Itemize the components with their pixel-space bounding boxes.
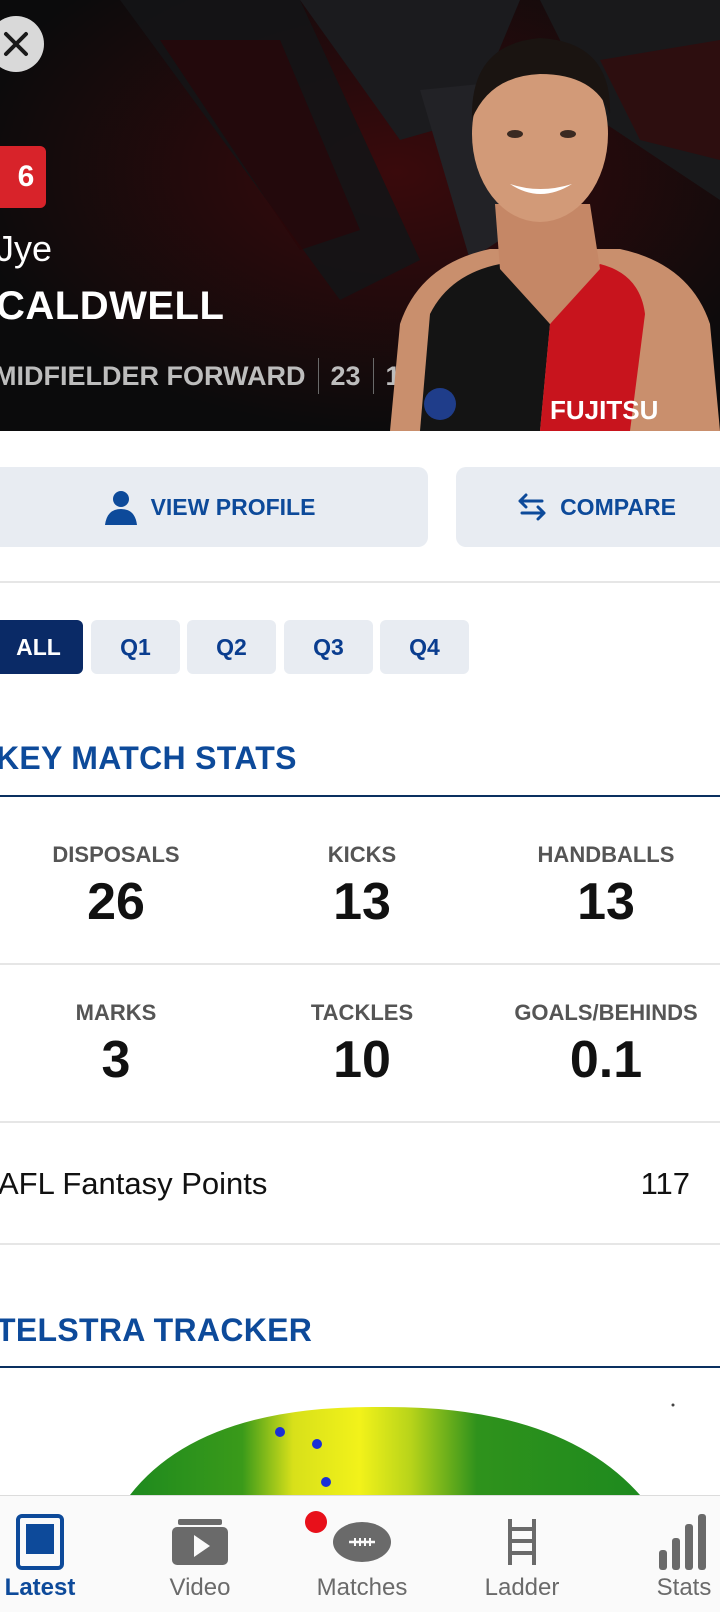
fantasy-points-label: AFL Fantasy Points — [0, 1166, 268, 1201]
tracker-point — [671, 1403, 675, 1407]
stat-value: 3 — [101, 1031, 131, 1089]
nav-label: Latest — [4, 1574, 76, 1601]
tab-q4[interactable]: Q4 — [380, 620, 469, 674]
stat-handballs: HANDBALLS 13 — [486, 842, 720, 932]
player-first-name: Jye — [0, 228, 53, 269]
nav-label: Video — [169, 1574, 231, 1601]
tab-q2[interactable]: Q2 — [187, 620, 276, 674]
meta-divider — [372, 358, 374, 394]
stat-value: 13 — [333, 873, 391, 931]
key-match-stats-title: KEY MATCH STATS — [0, 740, 297, 776]
tracker-heatmap — [130, 1403, 675, 1495]
close-button[interactable] — [0, 16, 44, 72]
stat-value: 26 — [87, 873, 145, 931]
player-age: 23 — [330, 360, 361, 391]
view-profile-button[interactable]: VIEW PROFILE — [0, 467, 428, 547]
swap-arrows-icon — [518, 493, 546, 521]
stat-label: KICKS — [327, 842, 397, 867]
stat-value: 10 — [333, 1031, 391, 1089]
stat-label: DISPOSALS — [52, 842, 180, 867]
fantasy-points-value: 117 — [640, 1166, 690, 1201]
stat-goals-behinds: GOALS/BEHINDS 0.1 — [486, 1000, 720, 1090]
tab-q3[interactable]: Q3 — [284, 620, 373, 674]
bar-chart-icon — [612, 1514, 720, 1570]
nav-label: Ladder — [484, 1574, 560, 1601]
nav-label: Stats — [656, 1574, 712, 1601]
section-divider — [0, 1243, 720, 1245]
section-divider — [0, 581, 720, 583]
close-icon — [4, 32, 28, 56]
matches-live-badge — [305, 1511, 327, 1533]
player-photo: FUJITSU — [390, 38, 720, 431]
stat-label: HANDBALLS — [537, 842, 675, 867]
stat-tackles: TACKLES 10 — [242, 1000, 482, 1090]
compare-button[interactable]: COMPARE — [456, 467, 720, 547]
stat-label: TACKLES — [310, 1000, 414, 1025]
section-rule — [0, 795, 720, 797]
jersey-number-badge: 6 — [0, 146, 46, 208]
nav-matches[interactable]: Matches — [290, 1496, 434, 1612]
stat-marks: MARKS 3 — [0, 1000, 236, 1090]
telstra-tracker-title: TELSTRA TRACKER — [0, 1312, 313, 1348]
svg-text:FUJITSU: FUJITSU — [550, 395, 658, 425]
stat-disposals: DISPOSALS 26 — [0, 842, 236, 932]
player-position: MIDFIELDER FORWARD — [0, 360, 306, 391]
stat-label: GOALS/BEHINDS — [514, 1000, 698, 1025]
tracker-point — [312, 1439, 322, 1449]
bottom-navigation: Latest Video Matches Ladde — [0, 1495, 720, 1612]
stat-kicks: KICKS 13 — [242, 842, 482, 932]
nav-stats[interactable]: Stats — [612, 1496, 720, 1612]
latest-icon — [0, 1514, 112, 1570]
tracker-point — [321, 1477, 331, 1487]
player-hero: 6 Jye CALDWELL MIDFIELDER FORWARD 23 183… — [0, 0, 720, 431]
stat-value: 13 — [577, 873, 635, 931]
nav-video[interactable]: Video — [128, 1496, 272, 1612]
stats-row-divider — [0, 1121, 720, 1123]
view-profile-label: VIEW PROFILE — [150, 493, 316, 520]
video-play-icon — [128, 1514, 272, 1570]
player-last-name: CALDWELL — [0, 284, 225, 328]
nav-ladder[interactable]: Ladder — [450, 1496, 594, 1612]
compare-label: COMPARE — [560, 493, 676, 520]
nav-latest[interactable]: Latest — [0, 1496, 112, 1612]
section-rule — [0, 1366, 720, 1368]
stat-label: MARKS — [75, 1000, 157, 1025]
meta-divider — [317, 358, 319, 394]
tab-all[interactable]: ALL — [0, 620, 83, 674]
football-icon — [290, 1514, 434, 1570]
stat-value: 0.1 — [569, 1031, 643, 1089]
stats-row-divider — [0, 963, 720, 965]
tab-q1[interactable]: Q1 — [91, 620, 180, 674]
person-icon — [104, 491, 137, 525]
nav-label: Matches — [316, 1574, 408, 1601]
ladder-icon — [450, 1514, 594, 1570]
tracker-point — [275, 1427, 285, 1437]
